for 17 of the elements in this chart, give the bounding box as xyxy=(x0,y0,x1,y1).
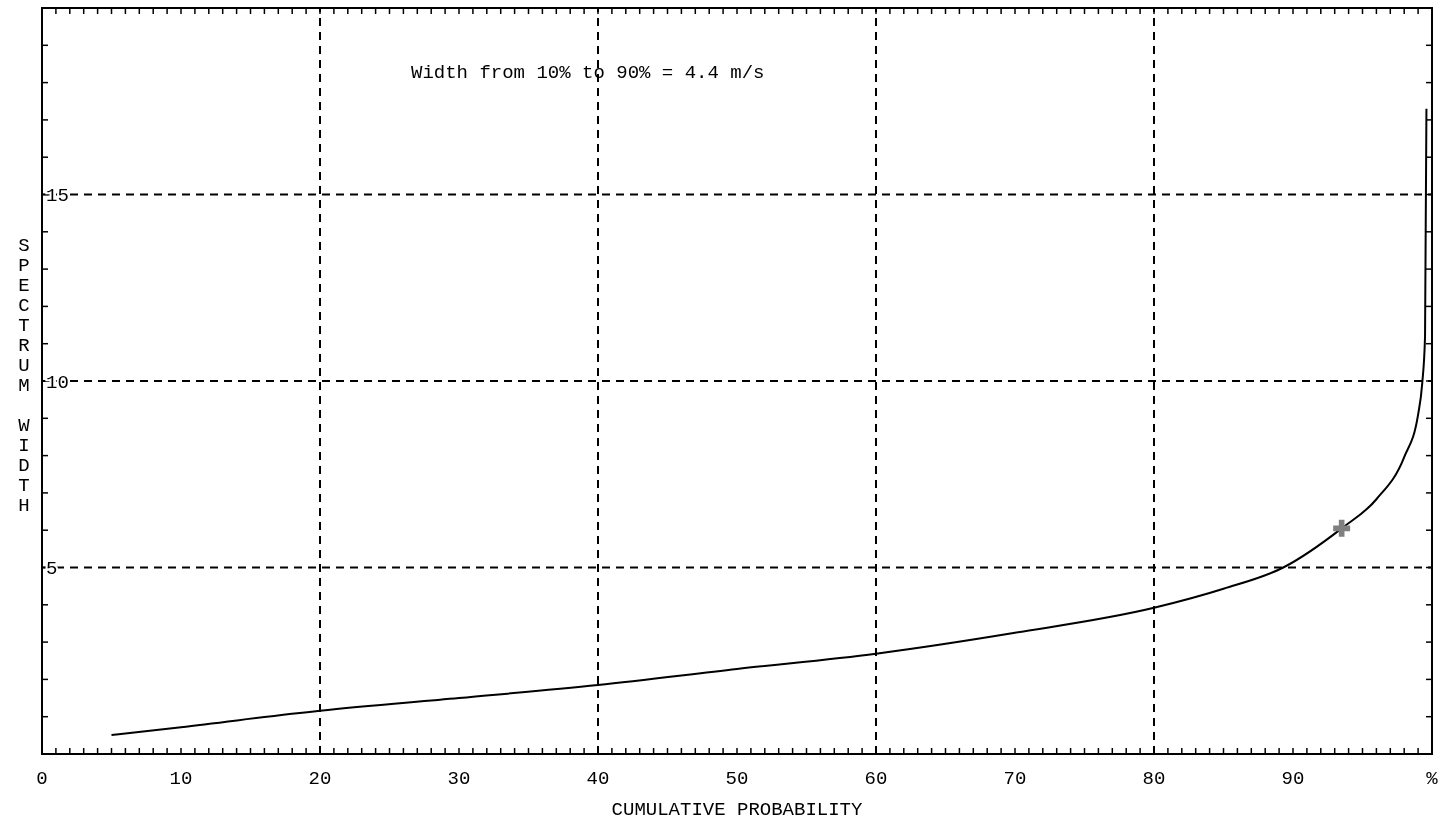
y-tick-label: 15 xyxy=(46,185,69,208)
x-tick-label: 10 xyxy=(169,768,193,790)
annotation: Width from 10% to 90% = 4.4 m/s xyxy=(411,62,765,84)
text: SPECTRUM WIDTH xyxy=(18,235,30,517)
x-tick-label: % xyxy=(1426,768,1439,790)
x-tick-label: 0 xyxy=(36,768,48,790)
x-tick-label: 80 xyxy=(1142,768,1166,790)
x-tick-label: 40 xyxy=(586,768,610,790)
x-axis-title: CUMULATIVE PROBABILITY xyxy=(611,799,864,821)
x-tick-label: 90 xyxy=(1281,768,1305,790)
x-tick-label: 70 xyxy=(1003,768,1027,790)
x-tick-label: 50 xyxy=(725,768,749,790)
x-tick-label: 30 xyxy=(447,768,471,790)
x-tick-label: 20 xyxy=(308,768,332,790)
y-tick-label: 5 xyxy=(46,558,58,581)
x-tick-label: 60 xyxy=(864,768,888,790)
y-tick-label: 10 xyxy=(46,371,69,394)
